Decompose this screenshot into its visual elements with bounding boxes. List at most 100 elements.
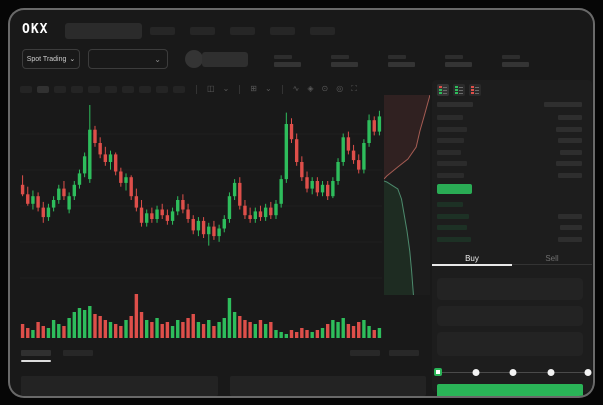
camera-icon[interactable]: ⊙ <box>321 84 329 93</box>
fullscreen-icon[interactable]: ⛶ <box>351 84 357 93</box>
ask-row[interactable] <box>437 158 582 170</box>
candlestick <box>372 120 376 132</box>
volume-bar <box>212 326 216 338</box>
spot-trading-selector[interactable]: Spot Trading ⌄ <box>22 49 80 69</box>
volume-bar <box>170 326 175 338</box>
book-bids-icon[interactable] <box>453 84 465 96</box>
search-input[interactable] <box>65 23 142 39</box>
pair-dropdown[interactable]: ⌄ <box>88 49 168 69</box>
total-field[interactable] <box>437 332 583 356</box>
candlestick <box>88 129 92 180</box>
candlestick-chart[interactable] <box>20 105 382 295</box>
candlestick <box>362 143 366 170</box>
timeframe-button[interactable] <box>88 85 100 93</box>
candlestick <box>72 184 76 197</box>
slider-stop[interactable] <box>472 369 479 376</box>
bottom-tab[interactable] <box>21 350 51 356</box>
bottom-active-tab-underline <box>21 360 51 362</box>
amount-placeholder <box>558 115 582 121</box>
compare-icon[interactable]: ⊞ <box>250 84 257 93</box>
volume-bar <box>150 322 154 338</box>
volume-bar <box>139 312 144 338</box>
price-placeholder <box>437 172 464 178</box>
book-both-icon[interactable] <box>437 84 449 96</box>
timeframe-button[interactable] <box>105 85 117 93</box>
nav-item[interactable] <box>150 27 175 35</box>
chevron-down-icon[interactable]: ⌄ <box>264 84 272 93</box>
candlestick <box>103 154 108 162</box>
chevron-down-icon[interactable]: ⌄ <box>222 84 230 93</box>
ask-row[interactable] <box>437 124 582 136</box>
book-asks-icon[interactable] <box>469 84 481 96</box>
price-field[interactable] <box>437 278 583 300</box>
stat-value-placeholder <box>388 62 415 67</box>
slider-stop[interactable] <box>434 368 442 376</box>
timeframe-button[interactable] <box>156 85 168 93</box>
ask-row[interactable] <box>437 112 582 124</box>
timeframe-button[interactable] <box>54 85 66 93</box>
timeframe-button[interactable] <box>37 85 49 93</box>
nav-item[interactable] <box>190 27 215 35</box>
buy-submit-button[interactable] <box>437 384 583 396</box>
bid-row[interactable] <box>437 222 582 234</box>
volume-bar <box>129 316 133 338</box>
amount-field[interactable] <box>437 306 583 326</box>
stat-block <box>388 55 415 67</box>
bid-row[interactable] <box>437 211 582 223</box>
indicators-icon[interactable]: ∿ <box>292 84 300 93</box>
volume-bar <box>57 324 61 338</box>
candlestick <box>51 200 56 208</box>
amount-percent-slider[interactable] <box>434 368 592 378</box>
divider <box>239 84 241 94</box>
settings-icon[interactable]: ◎ <box>336 84 344 93</box>
timeframe-button[interactable] <box>122 85 134 93</box>
timeframe-button[interactable] <box>20 85 32 93</box>
candlestick <box>310 181 314 189</box>
ask-row[interactable] <box>437 170 582 182</box>
nav-item[interactable] <box>270 27 295 35</box>
nav-item[interactable] <box>230 27 255 35</box>
price-placeholder <box>437 161 467 167</box>
volume-bar <box>243 320 247 338</box>
amount-placeholder <box>558 172 582 178</box>
chevron-down-icon: ⌄ <box>69 56 76 63</box>
price-placeholder <box>437 202 463 208</box>
volume-bar <box>181 322 185 338</box>
timeframe-button[interactable] <box>139 85 151 93</box>
open-orders-panel <box>21 376 218 396</box>
divider <box>281 84 283 94</box>
bid-row[interactable] <box>437 199 582 211</box>
tab-buy[interactable]: Buy <box>465 254 479 263</box>
volume-bar <box>41 326 45 338</box>
bottom-tab[interactable] <box>63 350 93 356</box>
volume-bar <box>67 318 71 338</box>
volume-bar <box>82 310 87 338</box>
slider-stop[interactable] <box>509 369 517 376</box>
bid-row[interactable] <box>437 234 582 246</box>
candle-style-icon[interactable]: ◫ <box>207 84 215 93</box>
divider <box>196 84 197 94</box>
candlestick <box>181 200 185 210</box>
candlestick <box>46 207 51 218</box>
bottom-right-pills <box>350 350 419 356</box>
spot-trading-label: Spot Trading <box>26 55 67 63</box>
volume-bar <box>351 326 356 338</box>
slider-stop[interactable] <box>547 369 554 376</box>
candlestick <box>150 213 154 219</box>
timeframe-button[interactable] <box>173 85 185 93</box>
draw-icon[interactable]: ◈ <box>307 84 314 93</box>
tab-sell[interactable]: Sell <box>545 254 559 263</box>
bid-rows <box>437 199 582 245</box>
ask-row[interactable] <box>437 135 582 147</box>
volume-bar <box>217 322 221 338</box>
volume-bar <box>263 324 268 338</box>
timeframe-button[interactable] <box>71 85 83 93</box>
ask-rows <box>437 112 582 181</box>
ask-row[interactable] <box>437 147 582 159</box>
candlestick <box>201 220 206 235</box>
amount-placeholder <box>558 236 582 242</box>
nav-item[interactable] <box>310 27 335 35</box>
slider-stop[interactable] <box>584 369 592 376</box>
bottom-action-pill[interactable] <box>389 350 419 356</box>
bottom-action-pill[interactable] <box>350 350 380 356</box>
